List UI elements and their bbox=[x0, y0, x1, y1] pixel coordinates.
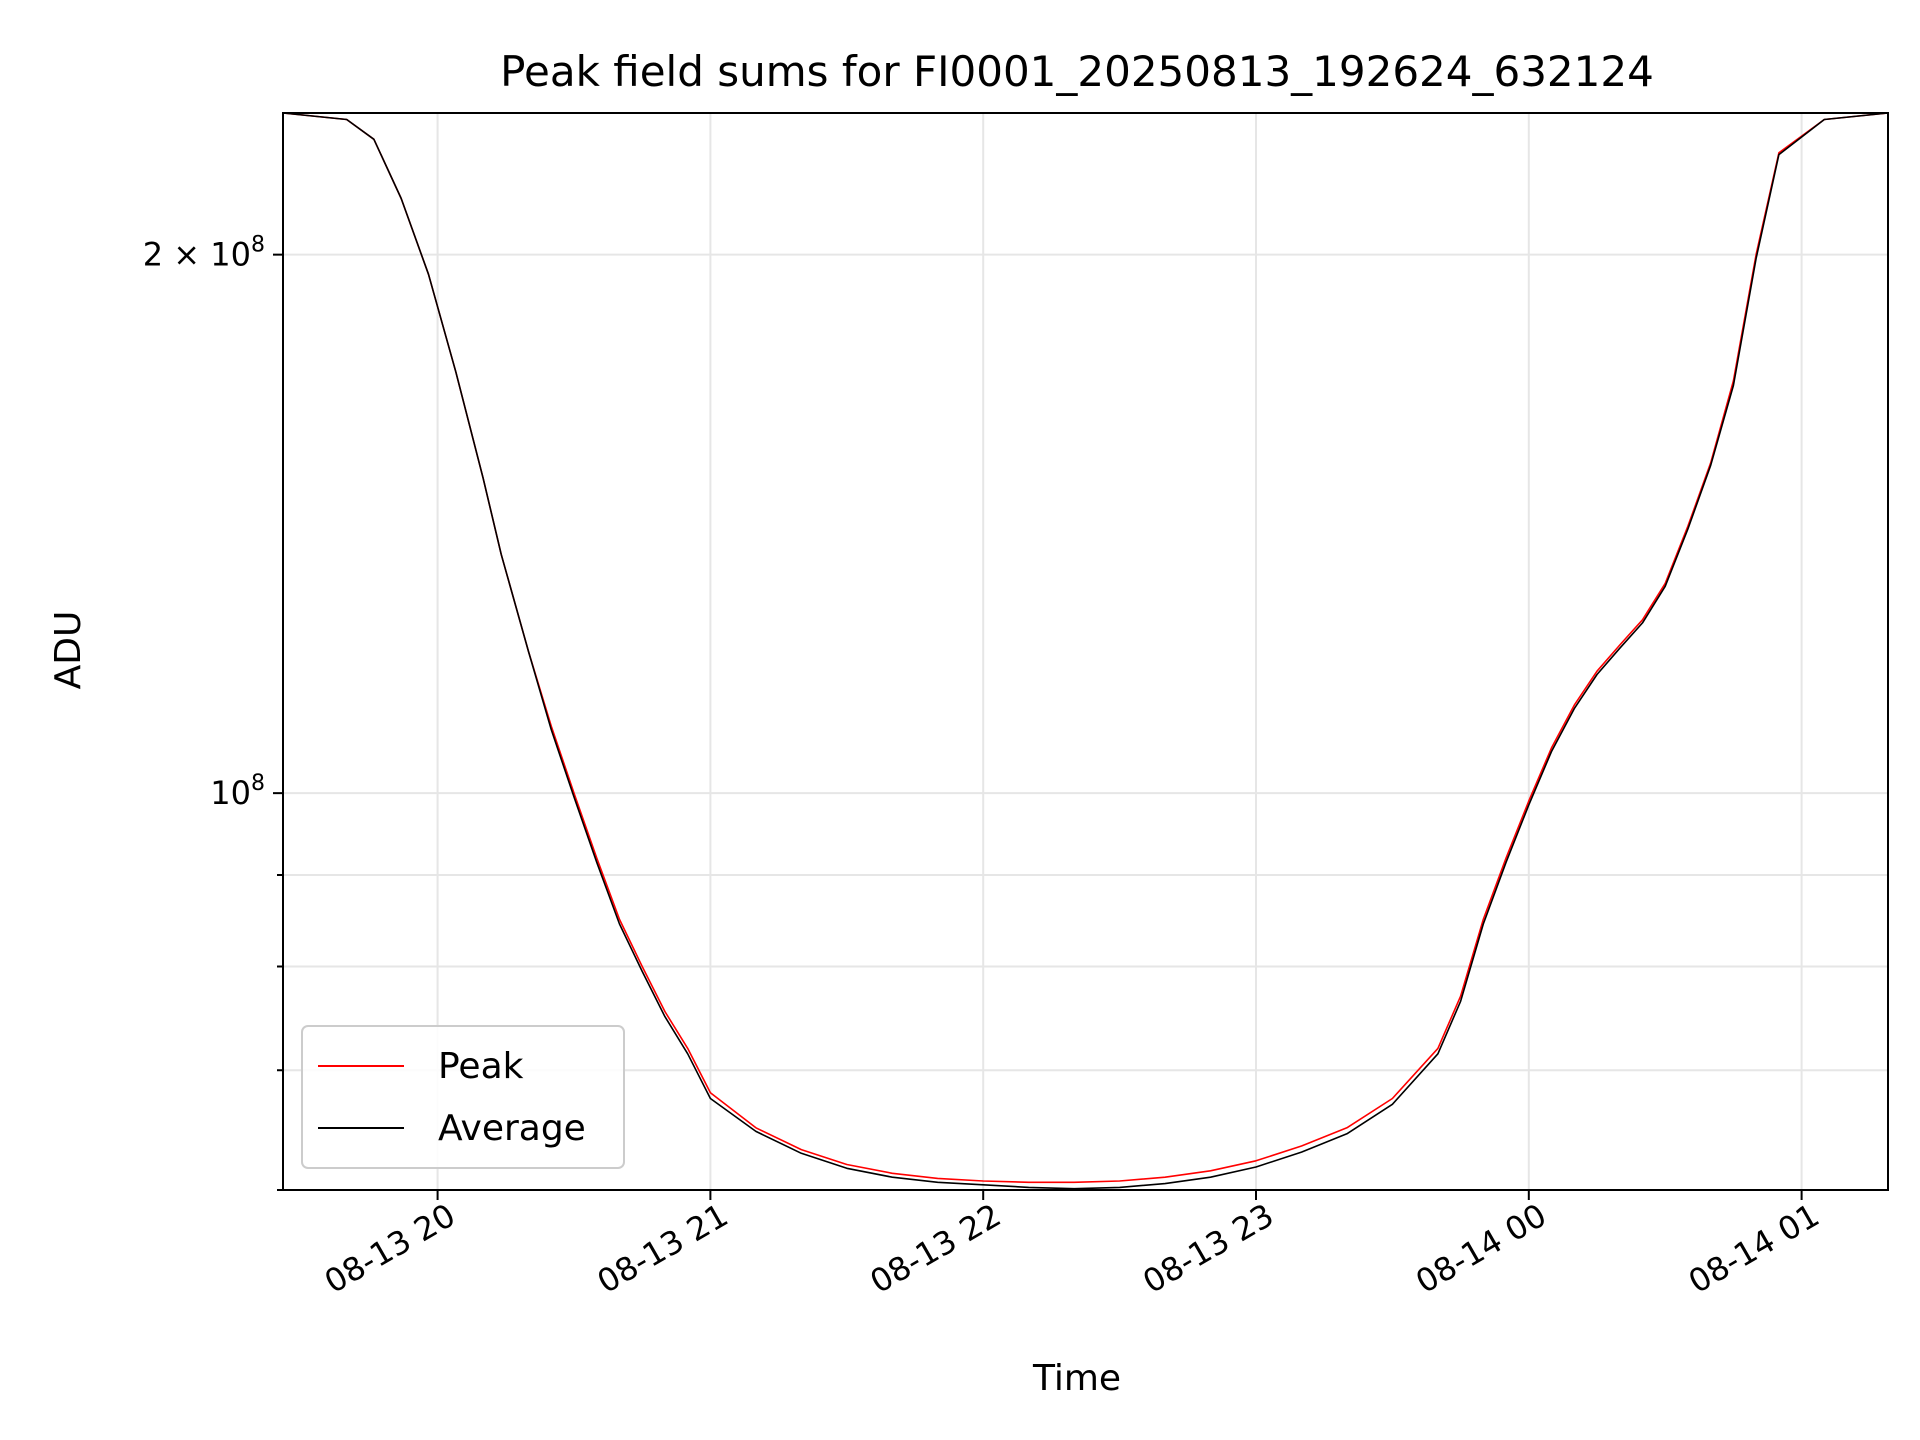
legend-label-average: Average bbox=[438, 1108, 586, 1149]
y-tick-label: 108 bbox=[210, 771, 265, 812]
plot-series bbox=[282, 112, 1889, 1190]
legend: Peak Average bbox=[301, 1025, 625, 1169]
y-axis-label: ADU bbox=[48, 611, 89, 690]
plot-area-frame bbox=[282, 112, 1889, 1191]
series-line-average bbox=[282, 112, 1889, 1190]
y-tick-label: 2 × 108 bbox=[143, 233, 265, 274]
legend-box bbox=[301, 1025, 625, 1169]
chart-title: Peak field sums for FI0001_20250813_1926… bbox=[500, 47, 1654, 96]
legend-label-peak: Peak bbox=[438, 1046, 524, 1087]
x-axis-label: Time bbox=[1032, 1358, 1121, 1399]
